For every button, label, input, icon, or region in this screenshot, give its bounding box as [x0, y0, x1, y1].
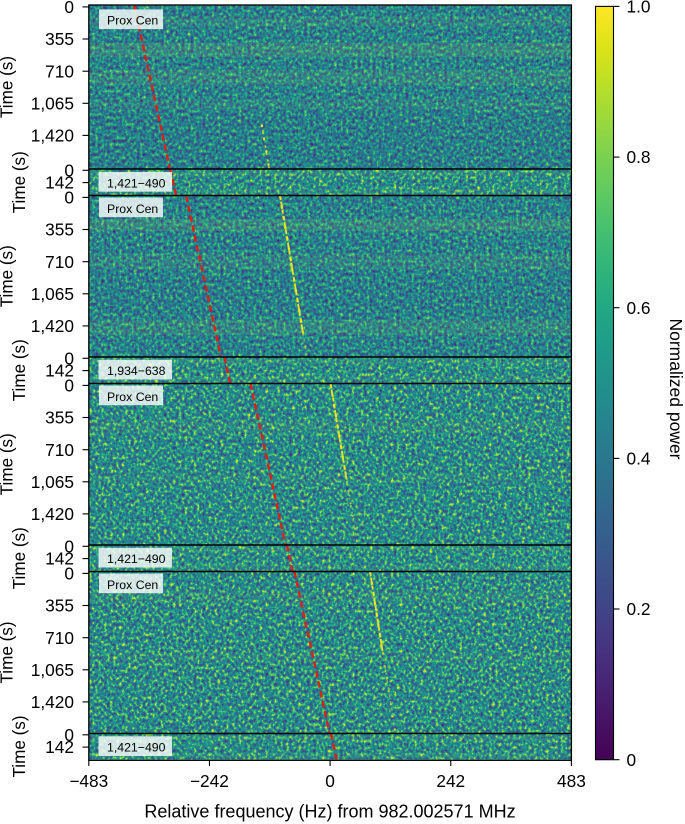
svg-text:0: 0 [64, 564, 74, 584]
svg-text:Time (s): Time (s) [10, 151, 29, 213]
svg-text:Relative frequency (Hz) from 9: Relative frequency (Hz) from 982.002571 … [144, 802, 515, 822]
svg-text:−242: −242 [190, 771, 229, 791]
svg-text:242: 242 [436, 771, 465, 791]
svg-text:1,420: 1,420 [31, 126, 74, 146]
svg-text:0: 0 [64, 376, 74, 396]
svg-text:355: 355 [45, 596, 74, 616]
svg-text:355: 355 [45, 29, 74, 49]
svg-text:1,934−638: 1,934−638 [107, 364, 166, 378]
svg-text:0: 0 [64, 536, 74, 556]
svg-text:710: 710 [45, 252, 74, 272]
svg-text:Normalized power: Normalized power [666, 318, 685, 459]
svg-text:483: 483 [557, 771, 586, 791]
svg-text:1,420: 1,420 [31, 692, 74, 712]
svg-text:Time (s): Time (s) [0, 245, 16, 307]
svg-text:710: 710 [45, 440, 74, 460]
svg-text:142: 142 [45, 549, 74, 569]
svg-text:Time (s): Time (s) [10, 339, 29, 401]
svg-text:0: 0 [64, 0, 74, 17]
svg-text:0.2: 0.2 [627, 599, 651, 619]
svg-text:Time (s): Time (s) [0, 621, 16, 683]
svg-text:355: 355 [45, 220, 74, 240]
svg-text:710: 710 [45, 61, 74, 81]
svg-text:1,421−490: 1,421−490 [107, 741, 166, 755]
svg-text:Time (s): Time (s) [10, 527, 29, 589]
svg-text:0: 0 [64, 725, 74, 745]
svg-text:Prox Cen: Prox Cen [107, 578, 158, 592]
svg-text:355: 355 [45, 408, 74, 428]
svg-text:1,421−490: 1,421−490 [107, 176, 166, 190]
svg-text:1,065: 1,065 [31, 93, 74, 113]
svg-text:1,065: 1,065 [31, 284, 74, 304]
svg-text:1,065: 1,065 [31, 472, 74, 492]
svg-text:0.6: 0.6 [627, 298, 651, 318]
svg-text:142: 142 [45, 173, 74, 193]
svg-text:0.4: 0.4 [627, 449, 651, 469]
svg-text:1,421−490: 1,421−490 [107, 552, 166, 566]
svg-text:1,420: 1,420 [31, 316, 74, 336]
svg-text:0: 0 [325, 771, 335, 791]
svg-text:0: 0 [64, 348, 74, 368]
svg-text:Prox Cen: Prox Cen [107, 202, 158, 216]
svg-text:1,420: 1,420 [31, 504, 74, 524]
svg-text:Time (s): Time (s) [0, 433, 16, 495]
svg-text:142: 142 [45, 737, 74, 757]
svg-text:Time (s): Time (s) [10, 715, 29, 777]
svg-text:−483: −483 [69, 771, 108, 791]
svg-text:0.8: 0.8 [627, 147, 651, 167]
svg-text:142: 142 [45, 361, 74, 381]
svg-text:0: 0 [64, 160, 74, 180]
svg-text:1.0: 1.0 [627, 0, 651, 17]
svg-text:Prox Cen: Prox Cen [107, 390, 158, 404]
svg-text:0: 0 [64, 188, 74, 208]
svg-text:Time (s): Time (s) [0, 56, 16, 118]
svg-text:710: 710 [45, 628, 74, 648]
svg-text:0: 0 [627, 750, 637, 770]
svg-text:Prox Cen: Prox Cen [107, 14, 158, 28]
svg-text:1,065: 1,065 [31, 660, 74, 680]
